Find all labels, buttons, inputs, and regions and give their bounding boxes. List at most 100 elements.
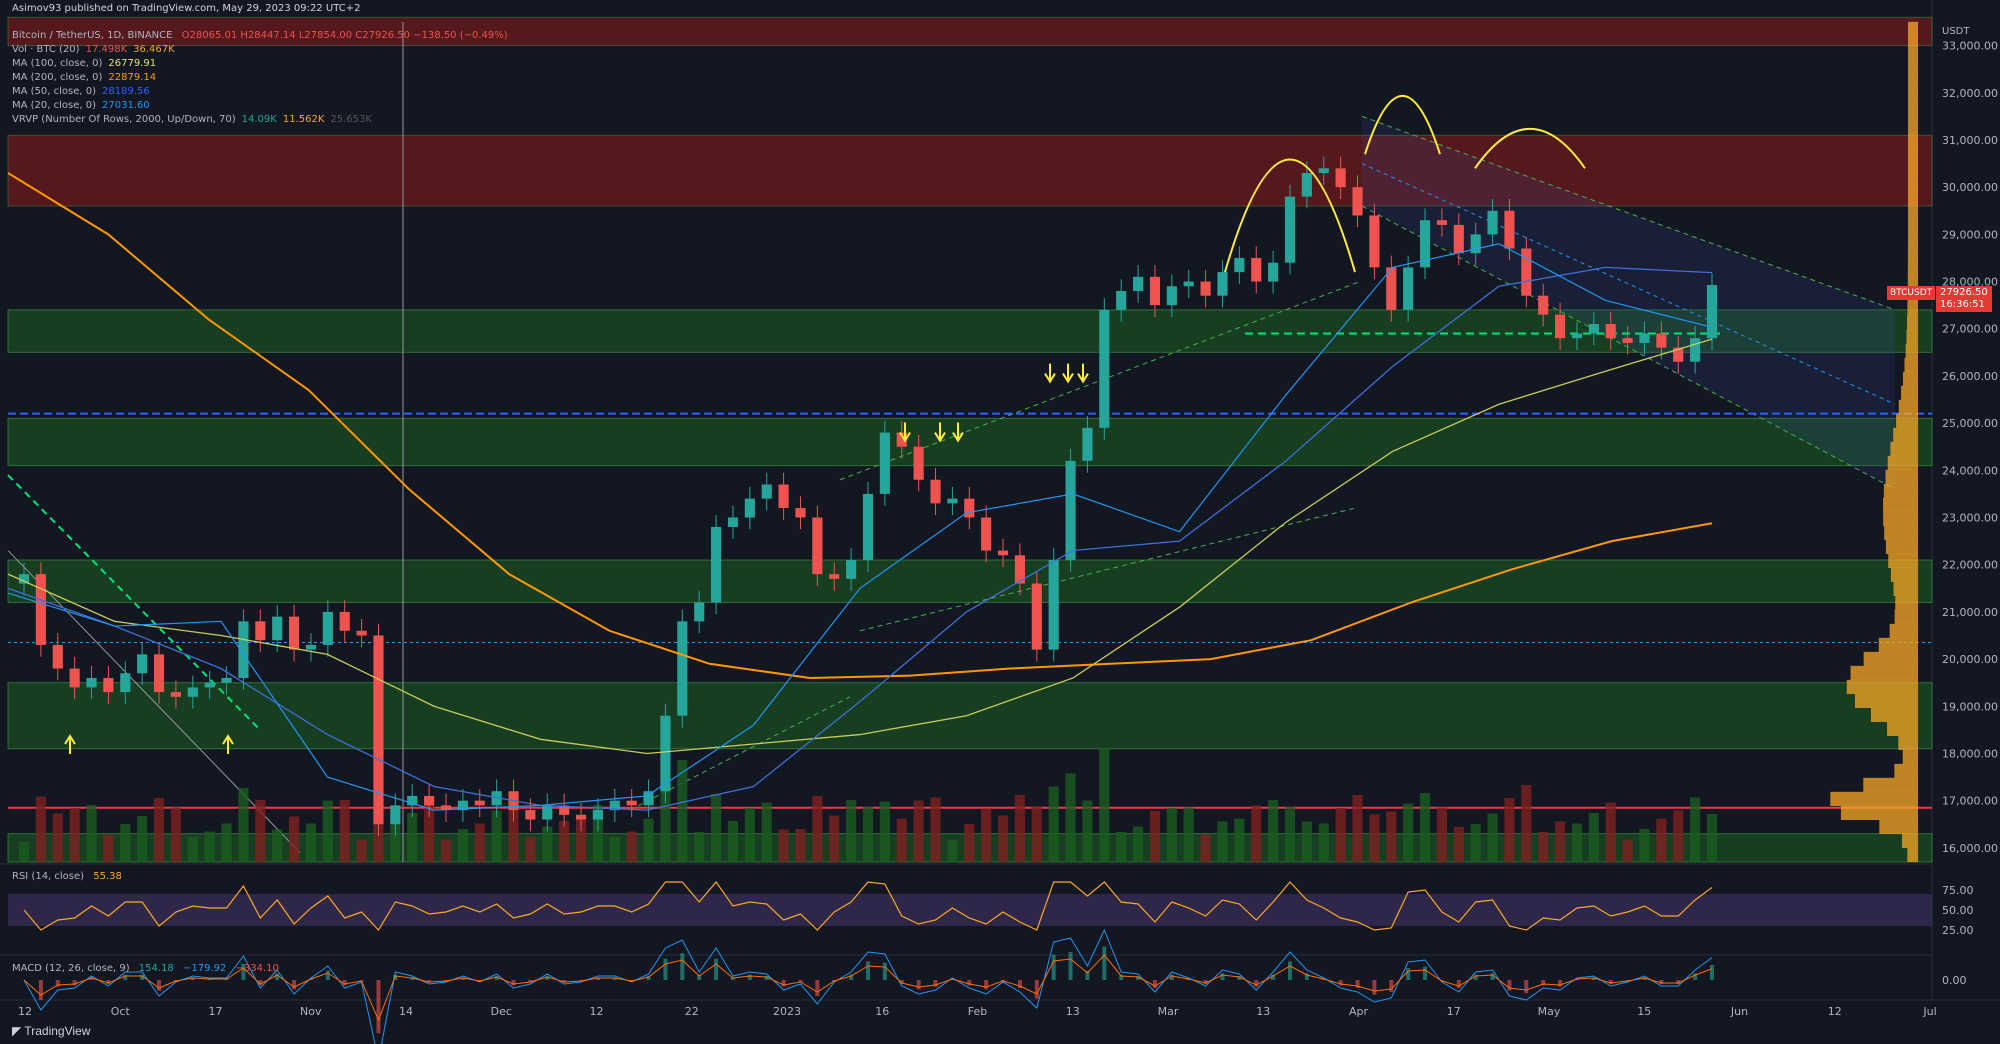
volume-bar [390,816,401,862]
macd-histogram-bar [1338,980,1343,986]
volume-bar [727,821,739,862]
volume-bar [1706,813,1718,862]
macd-histogram-bar [342,980,347,986]
volume-profile-bar [1907,217,1918,232]
volume-bar [1571,823,1583,862]
candle-body [542,805,553,820]
volume-profile-bar [1878,637,1918,652]
candle-body [52,644,63,669]
indicator-row[interactable]: MA (20, close, 0) 27031.60 [12,100,156,111]
volume-bar [1318,823,1329,862]
indicator-value: 14.09K [241,114,277,125]
support-zone [7,682,1933,750]
volume-bar [1521,785,1532,862]
indicator-row[interactable]: VRVP (Number Of Rows, 2000, Up/Down, 70)… [12,114,378,125]
volume-profile-bar [1890,567,1918,582]
price-tick-label: 29,000.00 [1942,228,1998,241]
macd-histogram-bar [1102,946,1107,980]
candle-body [322,611,333,645]
volume-bar [846,800,857,862]
price-tick-label: 17,000.00 [1942,795,1998,808]
candle-body [862,493,874,560]
volume-bar [1014,795,1025,862]
volume-profile-bar [1854,693,1918,708]
volume-bar [913,800,924,862]
macd-histogram-bar [849,974,854,980]
price-tick-label: 22,000.00 [1942,559,1998,572]
macd-histogram-bar [106,980,111,984]
macd-histogram-bar [1169,974,1174,980]
volume-bar [1555,821,1566,862]
macd-legend[interactable]: MACD (12, 26, close, 9) 154.18 −179.92 −… [12,963,285,974]
volume-bar [947,839,958,862]
volume-profile-bar [1885,539,1918,554]
time-tick-label: Feb [968,1005,987,1018]
volume-bar [1622,839,1633,862]
macd-label: MACD (12, 26, close, 9) [12,963,130,974]
candle-body [592,810,603,820]
rsi-legend[interactable]: RSI (14, close) 55.38 [12,871,128,882]
candle-body [424,795,435,806]
volume-profile-bar [1901,833,1918,848]
macd-histogram-bar [494,976,499,980]
volume-bar [289,816,300,862]
channel-lower-line [1361,205,1896,490]
macd-histogram-bar [1203,980,1208,984]
macd-histogram-bar [1642,977,1647,980]
volume-bar [744,808,755,862]
volume-bar [1251,805,1262,862]
volume-bar [1504,798,1515,862]
volume-bar [1133,826,1144,862]
rsi-label: RSI (14, close) [12,871,85,882]
volume-profile-bar [1902,371,1918,386]
volume-profile-bar [1894,609,1918,624]
candle-body [1065,460,1076,560]
volume-bar [1082,800,1093,862]
volume-profile-bar [1898,399,1918,414]
volume-profile-bar [1907,301,1918,316]
volume-bar [542,826,553,862]
macd-histogram-bar [1304,973,1309,980]
macd-histogram-bar [157,980,162,991]
indicator-row[interactable]: MA (100, close, 0) 26779.91 [12,58,162,69]
candle-body [407,795,418,806]
indicator-value: 26779.91 [108,58,157,69]
macd-histogram-bar [511,980,516,986]
ticker-tag: BTCUSDT [1887,286,1936,300]
volume-bar [120,824,131,862]
candle-body [1116,290,1127,310]
publisher-line: Asimov93 published on TradingView.com, M… [12,3,361,14]
volume-profile-bar [1908,105,1918,120]
macd-histogram-bar [714,958,719,980]
volume-bar [609,837,620,862]
candle-body [339,611,350,631]
volume-bar [1605,802,1616,862]
volume-bar [137,816,148,862]
time-tick-label: 16 [875,1005,889,1018]
indicator-row[interactable]: MA (50, close, 0) 28189.56 [12,86,156,97]
volume-profile-bar [1898,735,1918,750]
pattern-arc [1224,158,1356,273]
volume-bar [322,800,333,862]
tradingview-brand[interactable]: ◤ TradingView [12,1024,90,1038]
volume-bar [660,778,671,862]
symbol-line[interactable]: Bitcoin / TetherUS, 1D, BINANCE O28065.0… [12,30,514,41]
macd-histogram-bar [747,974,752,980]
volume-profile-bar [1902,749,1918,764]
descending-channel [1362,116,1895,490]
macd-histogram-bar [1541,980,1546,986]
indicator-row[interactable]: MA (200, close, 0) 22879.14 [12,72,162,83]
down-arrow [952,422,964,443]
volume-profile-bar [1907,847,1918,862]
volume-bar [407,813,418,862]
candle-body [1014,555,1025,584]
macd-histogram-bar [595,977,600,980]
volume-profile-bar [1907,161,1918,176]
macd-histogram-bar [1017,980,1022,988]
candle-body [1048,559,1059,650]
volume-profile-bar [1850,665,1918,680]
volume-profile-bar [1846,679,1918,694]
indicator-row[interactable]: Vol · BTC (20) 17.498K 36.467K [12,44,181,55]
